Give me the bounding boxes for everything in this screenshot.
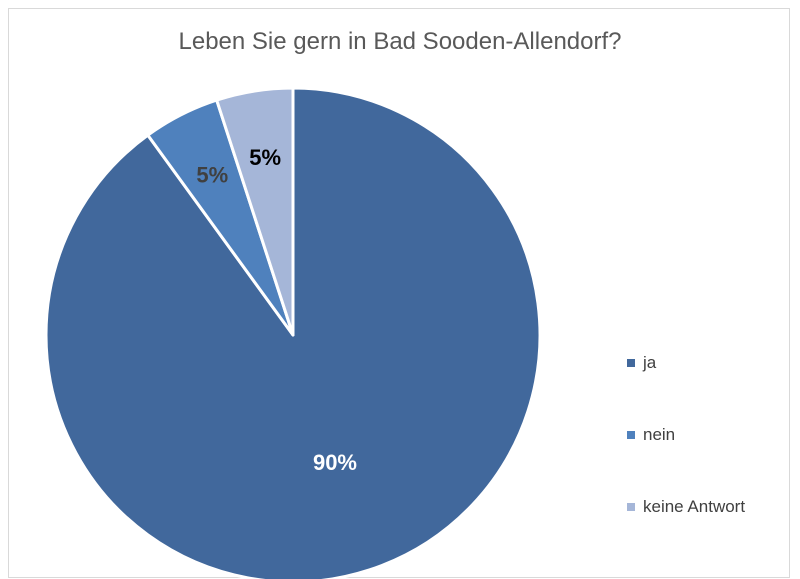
legend-item-nein: nein bbox=[627, 424, 675, 446]
legend-label-ja: ja bbox=[643, 353, 657, 372]
data-label-nein: 5% bbox=[196, 162, 228, 187]
legend-item-keine-antwort: keine Antwort bbox=[627, 496, 745, 518]
legend-label-nein: nein bbox=[643, 425, 676, 444]
pie-slice-keine-antwort bbox=[215, 86, 295, 337]
data-label-ja: 90% bbox=[313, 450, 357, 475]
pie-slice-ja bbox=[44, 86, 542, 579]
data-label-keine-antwort: 5% bbox=[249, 145, 281, 170]
legend-swatch-nein bbox=[627, 430, 635, 439]
legend-item-ja: ja bbox=[627, 352, 656, 374]
legend-swatch-keine-antwort bbox=[627, 502, 635, 511]
chart-title: Leben Sie gern in Bad Sooden-Allendorf? bbox=[178, 28, 622, 55]
legend-label-keine-antwort: keine Antwort bbox=[643, 497, 746, 516]
legend-swatch-ja bbox=[627, 358, 635, 367]
